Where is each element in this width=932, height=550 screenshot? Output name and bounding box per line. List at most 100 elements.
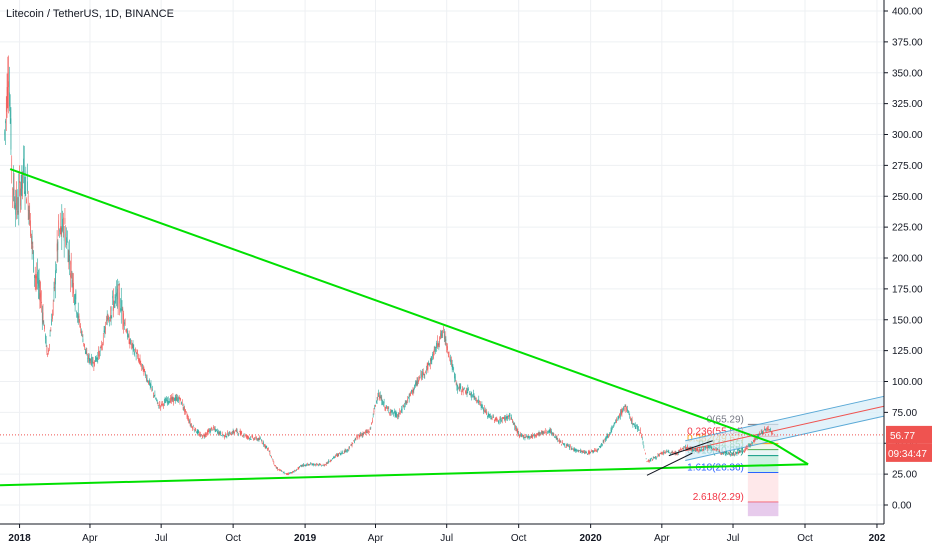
candle: [49, 329, 51, 337]
trendline-upper-extension[interactable]: [773, 442, 809, 466]
candle: [553, 433, 555, 436]
candle: [595, 448, 596, 452]
candle: [490, 415, 492, 420]
candle: [770, 427, 771, 432]
candle-body: [682, 448, 684, 450]
candle-body: [440, 333, 441, 339]
candle-body: [725, 451, 727, 455]
candle: [541, 430, 542, 435]
candle: [644, 449, 645, 451]
candle-body: [162, 401, 163, 404]
candle-body: [469, 393, 471, 396]
candle: [102, 332, 104, 346]
candle: [629, 413, 631, 419]
candle-body: [567, 445, 569, 447]
candle-body: [694, 449, 695, 451]
candle: [438, 341, 440, 350]
candle-body: [772, 433, 774, 435]
candle-body: [483, 408, 484, 412]
candle: [111, 306, 113, 319]
candle-body: [109, 320, 110, 321]
candle-body: [752, 442, 753, 443]
candle: [92, 356, 93, 368]
candle: [510, 417, 512, 421]
candle-body: [297, 469, 298, 470]
candle: [542, 430, 544, 435]
trendline-lower[interactable]: [0, 463, 809, 487]
candle-body: [135, 355, 137, 357]
trendlines[interactable]: [0, 168, 809, 487]
candle: [535, 434, 537, 439]
trendline-upper[interactable]: [9, 168, 775, 445]
candle-body: [511, 417, 512, 420]
price-tick-label: 100.00: [892, 377, 923, 388]
candle-body: [54, 279, 56, 289]
candle-body: [87, 358, 88, 360]
candle: [165, 397, 167, 404]
candle-body: [56, 268, 57, 271]
candle: [343, 450, 345, 454]
candle-body: [165, 401, 167, 404]
candle-body: [139, 358, 141, 363]
candle: [769, 429, 771, 432]
candle-body: [591, 450, 592, 452]
candle-body: [307, 464, 309, 465]
candle: [94, 360, 95, 367]
candle-body: [86, 352, 88, 355]
candle-body: [537, 432, 539, 436]
candle: [79, 318, 81, 328]
candle: [394, 411, 396, 418]
candle: [131, 339, 132, 350]
candle-body: [633, 423, 634, 425]
candle: [416, 377, 418, 387]
candle-body: [439, 337, 440, 342]
candle: [465, 387, 467, 395]
candle-body: [473, 393, 474, 395]
candle: [347, 448, 348, 453]
candle: [605, 436, 606, 443]
candle: [39, 279, 41, 309]
candle-body: [237, 432, 239, 433]
candle: [318, 464, 319, 467]
candle-body: [685, 447, 687, 449]
candle: [293, 470, 294, 473]
candle: [655, 455, 656, 460]
candle: [203, 433, 204, 437]
candle-body: [309, 464, 311, 466]
candle-body: [588, 451, 589, 453]
candle: [14, 196, 16, 210]
candle-body: [496, 419, 498, 422]
candle-body: [195, 428, 196, 431]
pattern-line[interactable]: [668, 440, 713, 457]
candle: [216, 429, 217, 431]
candle: [25, 166, 27, 197]
candle-body: [754, 439, 756, 441]
candle: [616, 417, 617, 424]
candle-body: [533, 434, 534, 436]
candle-body: [241, 433, 243, 434]
candle: [383, 401, 384, 407]
time-axis-panel[interactable]: [0, 524, 932, 550]
candle-body: [623, 407, 624, 410]
candle-body: [18, 190, 20, 207]
candle-body: [197, 430, 199, 434]
candle-body: [509, 415, 511, 417]
symbol-title[interactable]: Litecoin / TetherUS, 1D, BINANCE: [6, 8, 174, 20]
candle: [433, 350, 434, 360]
candle-body: [269, 451, 271, 455]
candle-body: [257, 438, 259, 440]
regression-channel[interactable]: [685, 395, 885, 462]
candle-body: [41, 311, 43, 318]
candle-body: [566, 445, 568, 446]
candle-body: [708, 447, 710, 449]
candle: [663, 450, 665, 455]
candle-body: [765, 429, 767, 430]
candle: [321, 464, 322, 467]
candle: [325, 462, 327, 467]
candle: [588, 449, 590, 456]
candle: [78, 313, 80, 323]
pattern-line[interactable]: [646, 452, 693, 476]
candle: [298, 466, 300, 470]
candle: [454, 372, 455, 383]
